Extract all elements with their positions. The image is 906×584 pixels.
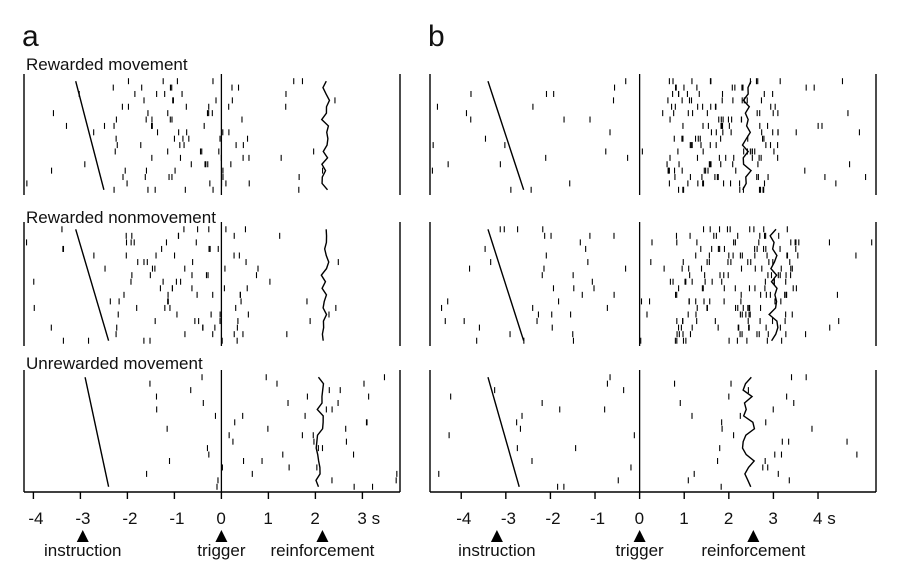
raster-rewarded-nonmovement <box>23 222 401 346</box>
condition-title-rewarded-movement: Rewarded movement <box>26 55 188 74</box>
reinforcement-markers <box>315 376 325 488</box>
event-arrow-reinforcement <box>747 530 760 542</box>
event-label-trigger: trigger <box>197 541 246 560</box>
event-markers-b: instruction trigger reinforcement <box>458 530 806 560</box>
x-tick-label: 2 <box>724 509 733 528</box>
reinforcement-markers <box>320 80 331 191</box>
event-arrow-trigger <box>633 530 646 542</box>
raster-unrewarded-movement <box>429 370 877 492</box>
raster-unrewarded-movement <box>23 370 401 492</box>
event-label-trigger: trigger <box>616 541 665 560</box>
x-tick-label: -3 <box>75 509 90 528</box>
x-tick-label: -2 <box>545 509 560 528</box>
instruction-markers <box>75 81 105 190</box>
raster-rewarded-movement <box>23 74 401 195</box>
x-tick-label: -1 <box>590 509 605 528</box>
reinforcement-markers <box>320 229 330 341</box>
event-markers-a: instruction trigger reinforcement <box>44 530 375 560</box>
x-axis-a: -4 -3 -2 -1 0 1 2 3 s <box>24 491 400 528</box>
raster-rewarded-movement <box>429 74 877 195</box>
x-tick-label: -3 <box>501 509 516 528</box>
x-tick-label: 3 s <box>357 509 380 528</box>
condition-title-rewarded-nonmovement: Rewarded nonmovement <box>26 208 216 227</box>
x-tick-label: 4 s <box>813 509 836 528</box>
raster-panel-a: -4 -3 -2 -1 0 1 2 3 s instruction trigger reinforc… <box>23 74 401 560</box>
x-tick-label: 0 <box>216 509 225 528</box>
x-axis-b: -4 -3 -2 -1 0 1 2 3 4 s <box>430 491 876 528</box>
x-tick-label: -2 <box>122 509 137 528</box>
panel-label-b: b <box>428 20 445 53</box>
event-label-reinforcement: reinforcement <box>701 541 805 560</box>
event-arrow-instruction <box>490 530 503 542</box>
raster-rewarded-nonmovement <box>429 222 877 346</box>
x-tick-label: -1 <box>169 509 184 528</box>
condition-title-unrewarded-movement: Unrewarded movement <box>26 354 203 373</box>
x-tick-label: 2 <box>310 509 319 528</box>
panel-label-a: a <box>22 20 39 53</box>
x-tick-label: 3 <box>768 509 777 528</box>
x-tick-label: 1 <box>263 509 272 528</box>
event-arrow-reinforcement <box>316 530 329 542</box>
x-tick-label: 0 <box>635 509 644 528</box>
raster-panel-b: -4 -3 -2 -1 0 1 2 3 4 s instruction trigger reinfor… <box>429 74 877 560</box>
event-arrow-instruction <box>76 530 89 542</box>
reinforcement-markers <box>768 228 779 342</box>
instruction-markers <box>487 377 520 487</box>
instruction-markers <box>487 229 525 341</box>
instruction-markers <box>75 229 110 341</box>
x-tick-label: 1 <box>679 509 688 528</box>
event-arrow-trigger <box>215 530 228 542</box>
reinforcement-markers <box>741 376 756 488</box>
event-label-instruction: instruction <box>458 541 535 560</box>
x-tick-label: -4 <box>28 509 43 528</box>
event-label-instruction: instruction <box>44 541 121 560</box>
instruction-markers <box>487 80 525 191</box>
event-label-reinforcement: reinforcement <box>270 541 374 560</box>
x-tick-label: -4 <box>456 509 471 528</box>
instruction-markers <box>84 377 110 487</box>
